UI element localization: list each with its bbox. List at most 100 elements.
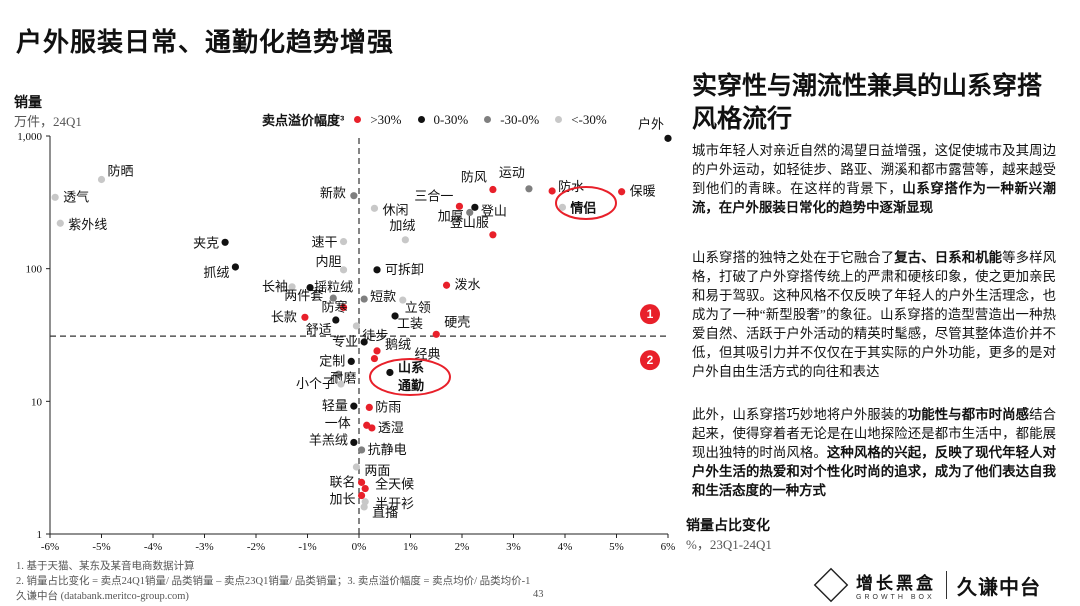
x-tick-label: 2% xyxy=(455,541,470,553)
data-point xyxy=(370,204,379,212)
scatter-chart: 1 10 100 1,000 -6% -5% -4% -3% -2% -1% 0% 1% 2% 3% 4% 5… xyxy=(17,116,675,553)
data-label: 工装 xyxy=(397,316,423,331)
paragraph-text: 等多样风格，打破了户外穿搭传统上的严肃和硬核印象，使之更加亲民和易于驾驭。这种风… xyxy=(692,250,1057,379)
data-label: 户外 xyxy=(638,116,664,131)
y-axis-unit: 万件，24Q1 xyxy=(14,114,82,129)
legend-dot-icon xyxy=(354,116,362,123)
data-point xyxy=(618,188,626,196)
data-label: 保暖 xyxy=(630,184,656,199)
data-point xyxy=(373,266,381,274)
data-label: 直播 xyxy=(372,505,398,520)
legend-dot-icon xyxy=(555,116,563,123)
x-tick-label: -2% xyxy=(247,541,265,553)
legend-label: -30-0% xyxy=(500,111,540,127)
data-point xyxy=(334,370,342,378)
data-label: 夹克 xyxy=(193,235,219,250)
data-point xyxy=(339,303,348,312)
legend-label: 0-30% xyxy=(433,111,469,127)
data-label: 透气 xyxy=(63,189,89,204)
paragraph-1: 城市年轻人对亲近自然的渴望日益增强，这促使城市及其周边的户外运动，如轻徒步、路亚… xyxy=(692,141,1056,217)
legend-dot-icon xyxy=(484,116,492,123)
x-tick-label: 5% xyxy=(609,541,624,553)
data-label: 一体 xyxy=(325,415,351,430)
data-point xyxy=(347,357,355,365)
x-axis-title: 销量占比变化 xyxy=(686,517,770,533)
data-label: 运动 xyxy=(499,165,525,180)
data-point xyxy=(306,283,314,292)
quadrant-label: 1 xyxy=(647,307,654,321)
data-label: 两件套 xyxy=(284,288,323,303)
data-label: 硬壳 xyxy=(444,314,470,329)
data-point xyxy=(357,446,366,454)
logo-text: 增长黑盒 GROWTH BOX xyxy=(856,569,936,601)
data-label: 耐磨 xyxy=(330,370,356,385)
x-tick-label: -3% xyxy=(195,541,213,553)
footnote-source-link[interactable]: 久谦中台 (databank.meritco-group.com) xyxy=(16,591,189,602)
data-label: 联名 xyxy=(330,474,356,489)
data-point xyxy=(339,237,348,246)
logo-cn: 增长黑盒 xyxy=(856,574,936,593)
footnote: 1. 基于天猫、某东及某音电商数据计算 xyxy=(16,561,195,572)
footnote: 2. 销量占比变化 = 卖点24Q1销量/ 品类销量 – 卖点23Q1销量/ 品… xyxy=(16,576,531,587)
x-tick-label: -6% xyxy=(41,541,59,553)
data-label: 加绒 xyxy=(389,218,415,233)
data-label: 经典 xyxy=(414,347,440,362)
data-point xyxy=(357,478,366,486)
legend-item: >30% xyxy=(354,111,402,128)
data-label: 登山服 xyxy=(450,215,489,230)
x-tick-label: -4% xyxy=(144,541,162,553)
data-point xyxy=(391,312,399,320)
data-point xyxy=(386,368,394,377)
x-tick-label: 1% xyxy=(403,541,418,553)
data-label: 登山 xyxy=(481,203,507,218)
data-label: 定制 xyxy=(319,353,345,368)
data-point xyxy=(332,316,340,324)
data-point xyxy=(442,281,451,289)
paragraph-highlight: 这种风格的兴起，反映了现代年轻人对户外生活的热爱和对个性化时尚的追求，成为了他们… xyxy=(692,445,1057,498)
data-label: 泼水 xyxy=(455,277,481,292)
data-label: 加厚 xyxy=(438,209,464,224)
data-point xyxy=(401,236,409,244)
data-label: 短款 xyxy=(370,289,396,304)
data-label: 舒适 xyxy=(306,322,332,337)
data-label: 摇粒绒 xyxy=(314,280,353,295)
data-label: 内胆 xyxy=(316,254,342,269)
data-point xyxy=(301,313,309,321)
data-point xyxy=(350,192,358,200)
data-point xyxy=(489,231,497,239)
x-tick-label: 0% xyxy=(352,541,367,553)
data-label: 休闲 xyxy=(382,202,408,217)
data-label-highlight: 通勤 xyxy=(398,378,424,393)
data-point xyxy=(56,219,64,227)
data-label: 透湿 xyxy=(378,420,404,435)
data-point xyxy=(489,185,497,194)
data-label: 防寒 xyxy=(322,299,348,314)
paragraph-text: 结合起来，使得穿着者无论是在山地探险还是都市生活中，都能展现出独特的时尚风格。 xyxy=(692,407,1057,460)
data-point xyxy=(432,330,440,338)
data-point xyxy=(350,402,358,410)
legend-label: <-30% xyxy=(571,111,607,127)
paragraph-2: 山系穿搭的独特之处在于它融合了复古、日系和机能等多样风格，打破了户外穿搭传统上的… xyxy=(692,248,1056,381)
data-point xyxy=(361,484,369,493)
chart-legend: 卖点溢价幅度³ >30% 0-30% -30-0% <-30% xyxy=(262,110,607,129)
data-label: 立领 xyxy=(405,300,431,315)
y-axis-title: 销量 xyxy=(14,94,42,110)
data-point xyxy=(337,380,345,388)
x-tick-label: -1% xyxy=(298,541,316,553)
data-label-highlight: 情侣 xyxy=(570,200,596,215)
highlight-ring xyxy=(369,358,451,396)
data-point xyxy=(350,438,358,447)
data-label-highlight: 山系 xyxy=(398,360,424,375)
data-label: 半开衫 xyxy=(375,496,414,511)
page-number: 43 xyxy=(533,589,544,600)
data-label: 长袖 xyxy=(262,279,288,294)
legend-label: >30% xyxy=(370,111,402,127)
data-label: 羊羔绒 xyxy=(309,432,348,447)
paragraph-text: 城市年轻人对亲近自然的渴望日益增强，这促使城市及其周边的户外运动，如轻徒步、路亚… xyxy=(692,143,1056,196)
data-point xyxy=(365,403,373,412)
y-tick-label: 100 xyxy=(26,264,43,276)
paragraph-text: 此外，山系穿搭巧妙地将户外服装的 xyxy=(692,407,908,422)
quadrant-badge xyxy=(640,350,660,371)
data-label: 长款 xyxy=(271,309,297,324)
data-point xyxy=(360,503,368,511)
